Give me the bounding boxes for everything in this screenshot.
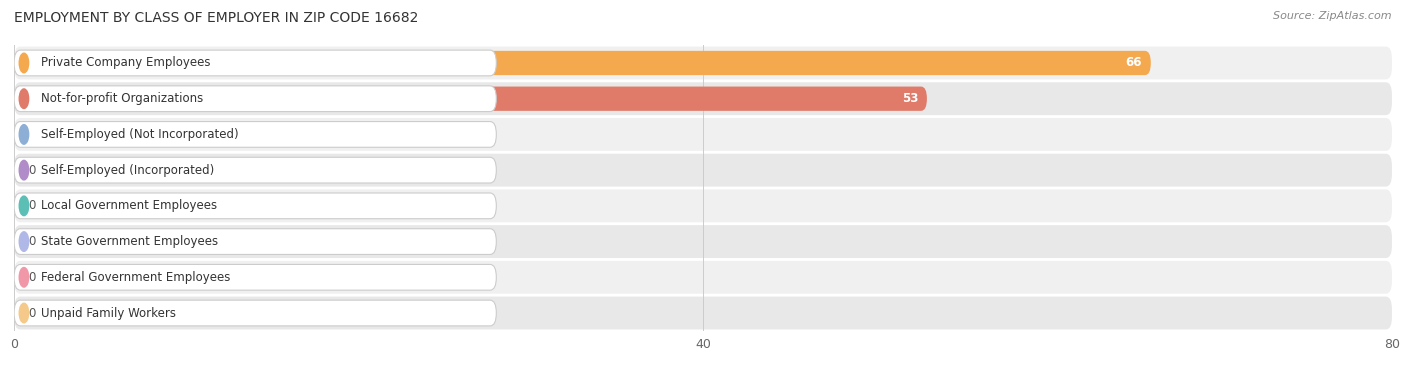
- FancyBboxPatch shape: [14, 118, 1392, 151]
- Text: 66: 66: [1126, 56, 1142, 70]
- Text: 23: 23: [385, 128, 402, 141]
- FancyBboxPatch shape: [14, 86, 496, 112]
- FancyBboxPatch shape: [14, 50, 496, 76]
- Circle shape: [20, 196, 28, 215]
- Circle shape: [20, 125, 28, 144]
- FancyBboxPatch shape: [14, 82, 1392, 115]
- Text: Not-for-profit Organizations: Not-for-profit Organizations: [41, 92, 202, 105]
- Circle shape: [20, 161, 28, 180]
- FancyBboxPatch shape: [14, 86, 927, 111]
- Circle shape: [20, 232, 28, 251]
- FancyBboxPatch shape: [14, 157, 496, 183]
- FancyBboxPatch shape: [14, 190, 1392, 222]
- Text: 0: 0: [28, 306, 35, 320]
- Text: Self-Employed (Not Incorporated): Self-Employed (Not Incorporated): [41, 128, 239, 141]
- Text: State Government Employees: State Government Employees: [41, 235, 218, 248]
- Text: 0: 0: [28, 164, 35, 177]
- Text: 0: 0: [28, 199, 35, 212]
- FancyBboxPatch shape: [14, 121, 496, 147]
- Text: 0: 0: [28, 235, 35, 248]
- Text: 0: 0: [28, 271, 35, 284]
- Circle shape: [20, 268, 28, 287]
- FancyBboxPatch shape: [14, 47, 1392, 79]
- Text: Self-Employed (Incorporated): Self-Employed (Incorporated): [41, 164, 214, 177]
- Circle shape: [20, 89, 28, 108]
- Text: Federal Government Employees: Federal Government Employees: [41, 271, 231, 284]
- Text: Source: ZipAtlas.com: Source: ZipAtlas.com: [1274, 11, 1392, 21]
- FancyBboxPatch shape: [14, 154, 1392, 186]
- Circle shape: [20, 303, 28, 323]
- Circle shape: [20, 53, 28, 73]
- Text: EMPLOYMENT BY CLASS OF EMPLOYER IN ZIP CODE 16682: EMPLOYMENT BY CLASS OF EMPLOYER IN ZIP C…: [14, 11, 419, 25]
- FancyBboxPatch shape: [14, 300, 496, 326]
- FancyBboxPatch shape: [14, 122, 411, 147]
- FancyBboxPatch shape: [14, 51, 1152, 75]
- Text: Private Company Employees: Private Company Employees: [41, 56, 211, 70]
- Text: 53: 53: [901, 92, 918, 105]
- FancyBboxPatch shape: [14, 261, 1392, 294]
- FancyBboxPatch shape: [14, 229, 496, 255]
- Text: Unpaid Family Workers: Unpaid Family Workers: [41, 306, 176, 320]
- FancyBboxPatch shape: [14, 264, 496, 290]
- Text: Local Government Employees: Local Government Employees: [41, 199, 217, 212]
- FancyBboxPatch shape: [14, 193, 496, 219]
- FancyBboxPatch shape: [14, 225, 1392, 258]
- FancyBboxPatch shape: [14, 297, 1392, 329]
